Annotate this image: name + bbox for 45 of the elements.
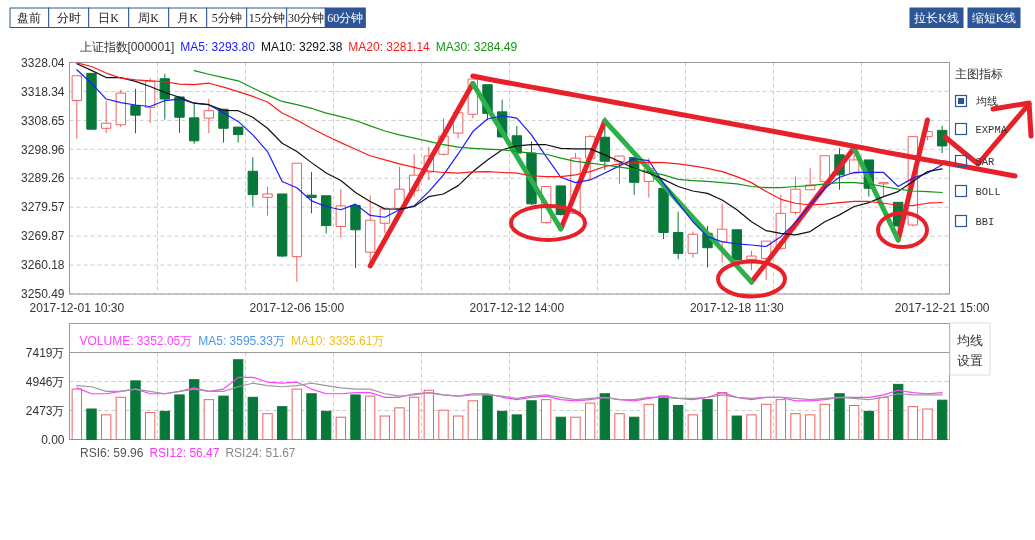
button: 60分钟 (324, 7, 366, 28)
x-tick-label: 2017-12-06 15:00 (249, 301, 345, 316)
y-tick-label: 7419万 (25, 345, 65, 360)
text: RSI6: 59.96 (80, 446, 144, 461)
text: MA10: 3335.61万 (290, 334, 385, 349)
y-tick-label: 4946万 (25, 374, 65, 389)
text: 主图指标 (955, 67, 1003, 82)
tab-button: 分时 (48, 7, 90, 28)
tab-button: 5分钟 (206, 7, 248, 28)
button: 拉长K线 (909, 7, 964, 28)
chart-title: 上证指数[000001] (79, 40, 175, 55)
y-tick-label: 3269.87 (21, 229, 65, 244)
text: 均线 (974, 94, 998, 108)
y-tick-label: 0.00 (41, 432, 65, 447)
button: 缩短K线 (967, 7, 1021, 28)
x-tick-label: 2017-12-01 10:30 (29, 301, 125, 316)
y-tick-label: 3308.65 (21, 113, 65, 128)
text: MA20: 3281.14 (348, 40, 431, 55)
tab-button: 日K (88, 7, 130, 28)
text: RSI12: 56.47 (149, 446, 220, 461)
text: VOLUME: 3352.05万 (79, 334, 193, 349)
text: MA30: 3284.49 (435, 40, 518, 55)
x-tick-label: 2017-12-12 14:00 (469, 301, 565, 316)
y-tick-label: 3328.04 (21, 55, 65, 70)
y-tick-label: 3250.49 (21, 287, 65, 302)
tab-button: 盘前 (9, 7, 50, 28)
tab-button: 月K (168, 7, 208, 28)
y-tick-label: 3318.34 (21, 84, 65, 99)
button: 均线设置 (949, 322, 991, 376)
text: MA5: 3293.80 (180, 40, 256, 55)
y-tick-label: 3298.96 (21, 142, 65, 157)
text: BOLL (975, 185, 1001, 198)
y-tick-label: 2473万 (25, 403, 65, 418)
y-tick-label: 3289.26 (21, 171, 65, 186)
x-tick-label: 2017-12-18 11:30 (689, 301, 785, 316)
text: BBI (975, 215, 995, 228)
text: RSI24: 51.67 (225, 446, 296, 461)
y-tick-label: 3279.57 (21, 200, 65, 215)
y-tick-label: 3260.18 (21, 258, 65, 273)
tab-button: 30分钟 (286, 7, 326, 28)
tab-button: 周K (128, 7, 170, 28)
text: MA10: 3292.38 (260, 40, 343, 55)
text: MA5: 3595.33万 (198, 334, 285, 349)
tab-button: 15分钟 (246, 7, 288, 28)
x-tick-label: 2017-12-21 15:00 (894, 301, 990, 316)
